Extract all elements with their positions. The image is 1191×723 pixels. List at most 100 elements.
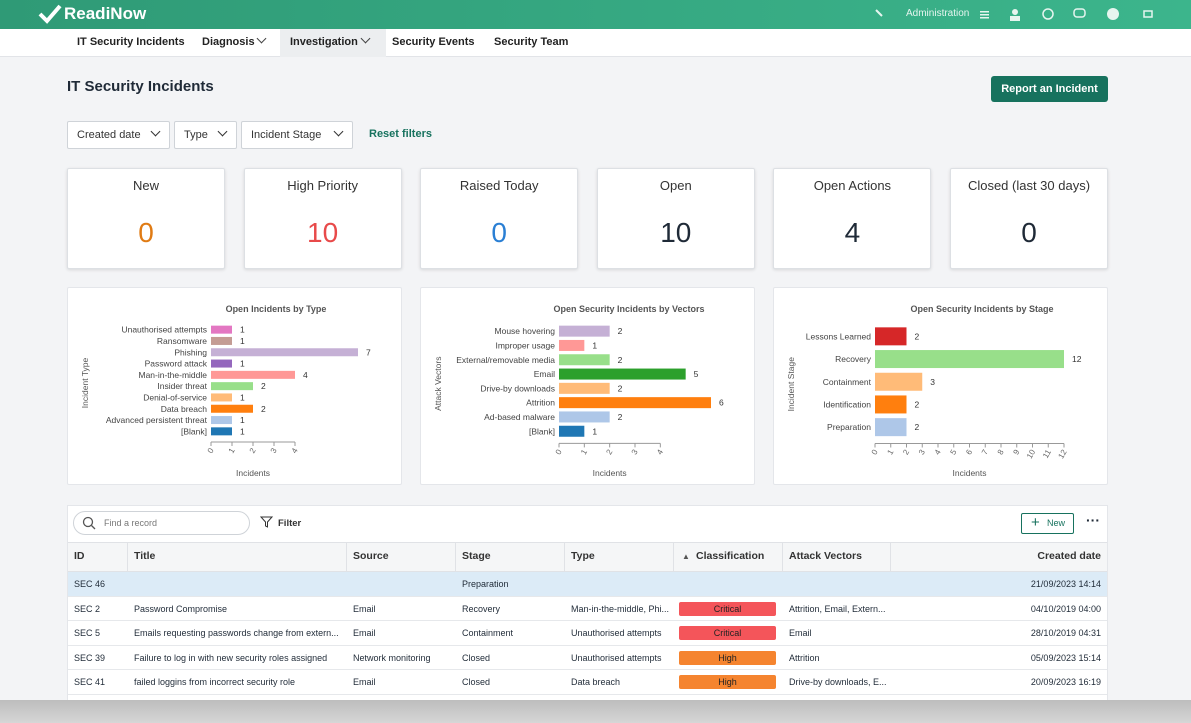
bar-value-label: 2	[618, 326, 623, 336]
column-header[interactable]: Stage	[456, 542, 565, 571]
stat-label: High Priority	[287, 178, 358, 193]
table-row[interactable]: SEC 2 Password Compromise Email Recovery Man…	[68, 597, 1107, 621]
bar	[559, 382, 610, 394]
bar-value-label: 2	[915, 331, 920, 341]
column-header[interactable]: Type	[565, 542, 674, 571]
x-tick-label: 0	[870, 448, 880, 457]
bar-value-label: 2	[915, 422, 920, 432]
table-row[interactable]: SEC 39 Failure to log in with new securit…	[68, 646, 1107, 670]
nav-item[interactable]: Diagnosis	[202, 36, 255, 48]
admin-menu[interactable]: Administration	[906, 8, 970, 19]
stat-value: 0	[491, 217, 507, 248]
table-row[interactable]: SEC 46 Preparation 21/09/2023 14:14	[68, 572, 1107, 597]
bar-value-label: 3	[930, 377, 935, 387]
table-cell: SEC 46	[74, 579, 106, 589]
header-icons	[875, 8, 1153, 21]
chart-title: Open Incidents by Type	[226, 304, 327, 314]
stat-label: Closed (last 30 days)	[967, 178, 1091, 193]
filter-button[interactable]: Filter	[278, 518, 302, 529]
category-label: Man-in-the-middle	[139, 370, 208, 380]
search-icon	[82, 516, 96, 530]
stat-card: New 0	[67, 168, 225, 269]
y-axis-label: Attack Vectors	[433, 357, 443, 411]
chart-card: Open Security Incidents by Stage Incident…	[773, 287, 1108, 485]
category-label: [Blank]	[181, 426, 207, 436]
nav-item[interactable]: IT Security Incidents	[77, 36, 185, 48]
table-cell: failed loggins from incorrect security r…	[134, 677, 296, 687]
bar-value-label: 2	[915, 399, 920, 409]
column-header[interactable]: Source	[347, 542, 456, 571]
bar	[211, 393, 232, 402]
table-row[interactable]: SEC 41 failed loggins from incorrect secu…	[68, 670, 1107, 695]
table-cell: 21/09/2023 14:14	[1030, 579, 1101, 589]
nav-item[interactable]: Security Team	[494, 36, 569, 48]
y-axis-label: Incident Stage	[786, 357, 796, 412]
x-tick-label: 10	[1025, 448, 1038, 461]
bar-value-label: 1	[240, 325, 245, 335]
bar	[211, 325, 232, 334]
nav-item[interactable]: Security Events	[392, 36, 475, 48]
x-tick-label: 4	[933, 448, 943, 457]
stat-label: Open Actions	[813, 178, 892, 193]
bar-value-label: 12	[1072, 354, 1082, 364]
table-row[interactable]: SEC 5 Emails requesting passwords change …	[68, 621, 1107, 646]
table-cell: Unauthorised attempts	[571, 628, 662, 638]
table-header-bg	[68, 542, 1107, 572]
column-header[interactable]: Created date	[1037, 550, 1101, 562]
table-cell: 04/10/2019 04:00	[1030, 603, 1101, 614]
table-cell: Network monitoring	[353, 652, 431, 663]
category-label: Unauthorised attempts	[121, 325, 207, 335]
category-label: Advanced persistent threat	[106, 415, 208, 425]
bar-value-label: 1	[592, 426, 597, 436]
bar	[875, 350, 1064, 369]
filter-dropdown[interactable]: Created date	[67, 121, 170, 149]
nav-item[interactable]: Investigation	[280, 29, 386, 57]
table-cell: Data breach	[571, 677, 621, 687]
bar	[559, 425, 585, 437]
table-cell: Closed	[462, 652, 491, 663]
stat-card: High Priority 10	[243, 168, 402, 269]
column-header[interactable]: Classification	[674, 542, 783, 571]
bar-chart: Open Security Incidents by Stage Incident…	[786, 304, 1082, 478]
category-label: Identification	[823, 399, 871, 409]
report-button[interactable]: Report an Incident	[991, 76, 1108, 102]
table-cell: Email	[353, 677, 376, 687]
filter-dropdown[interactable]: Type	[174, 121, 237, 149]
x-tick-label: 4	[655, 447, 665, 456]
more-menu[interactable]: ···	[1086, 512, 1100, 528]
x-tick-label: 7	[980, 448, 990, 457]
x-tick-label: 12	[1056, 448, 1069, 461]
search-placeholder: Find a record	[104, 518, 158, 528]
chart-title: Open Security Incidents by Stage	[910, 304, 1053, 314]
reset-filters[interactable]: Reset filters	[369, 128, 432, 140]
x-axis-label: Incidents	[952, 468, 986, 478]
stat-label: New	[132, 178, 159, 193]
category-label: Attrition	[526, 398, 555, 408]
bar	[559, 339, 585, 351]
x-tick-label: 3	[269, 446, 279, 455]
column-header[interactable]: Attack Vectors	[783, 542, 891, 571]
stat-card: Open Actions 4	[773, 168, 932, 269]
x-tick-label: 1	[885, 448, 895, 457]
filter-dropdown[interactable]: Incident Stage	[241, 121, 353, 149]
category-label: Denial-of-service	[143, 392, 207, 402]
x-tick-label: 0	[206, 446, 216, 455]
table-cell: Closed	[462, 677, 491, 687]
bar	[559, 397, 711, 409]
sort-icon: ▲	[682, 552, 690, 561]
category-label: Mouse hovering	[495, 326, 556, 336]
category-label: Email	[534, 369, 555, 379]
classification-badge: Critical	[679, 626, 776, 640]
stat-label: Raised Today	[459, 178, 539, 193]
search-box[interactable]: Find a record	[73, 511, 250, 535]
column-header[interactable]: ID	[68, 542, 128, 571]
bar	[875, 395, 907, 414]
chart-card: Open Security Incidents by Vectors Attack…	[420, 287, 755, 485]
brand: ReadiNow	[64, 4, 147, 23]
column-header[interactable]: Title	[128, 542, 347, 571]
bar	[211, 416, 232, 425]
bar-value-label: 1	[240, 359, 245, 369]
new-button[interactable]: + New	[1021, 513, 1074, 534]
table-cell: Password Compromise	[134, 603, 228, 614]
